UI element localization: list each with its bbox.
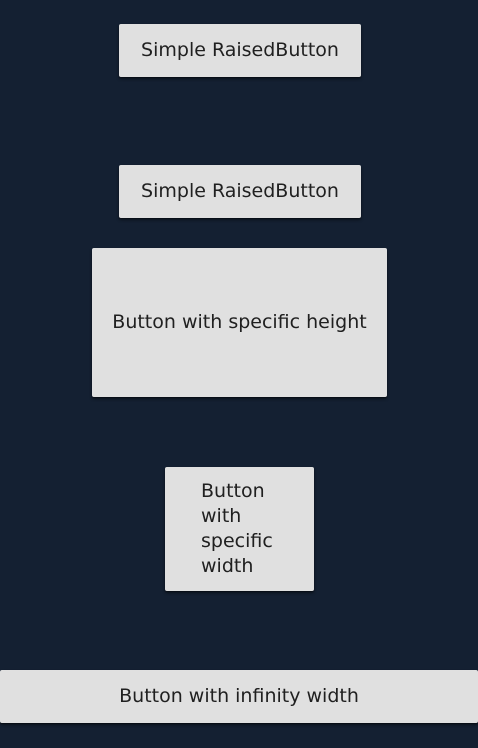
specific-width-button-label: Button with specific width [201,480,273,577]
simple-raised-button-1[interactable]: Simple RaisedButton [119,24,361,77]
simple-raised-button-1-label: Simple RaisedButton [141,39,339,61]
infinity-width-button[interactable]: Button with infinity width [0,670,478,723]
infinity-width-button-label: Button with infinity width [119,685,359,707]
simple-raised-button-2-label: Simple RaisedButton [141,180,339,202]
specific-width-button[interactable]: Button with specific width [165,467,314,591]
specific-height-button[interactable]: Button with specific height [92,248,387,397]
specific-height-button-label: Button with specific height [112,311,367,333]
simple-raised-button-2[interactable]: Simple RaisedButton [119,165,361,218]
